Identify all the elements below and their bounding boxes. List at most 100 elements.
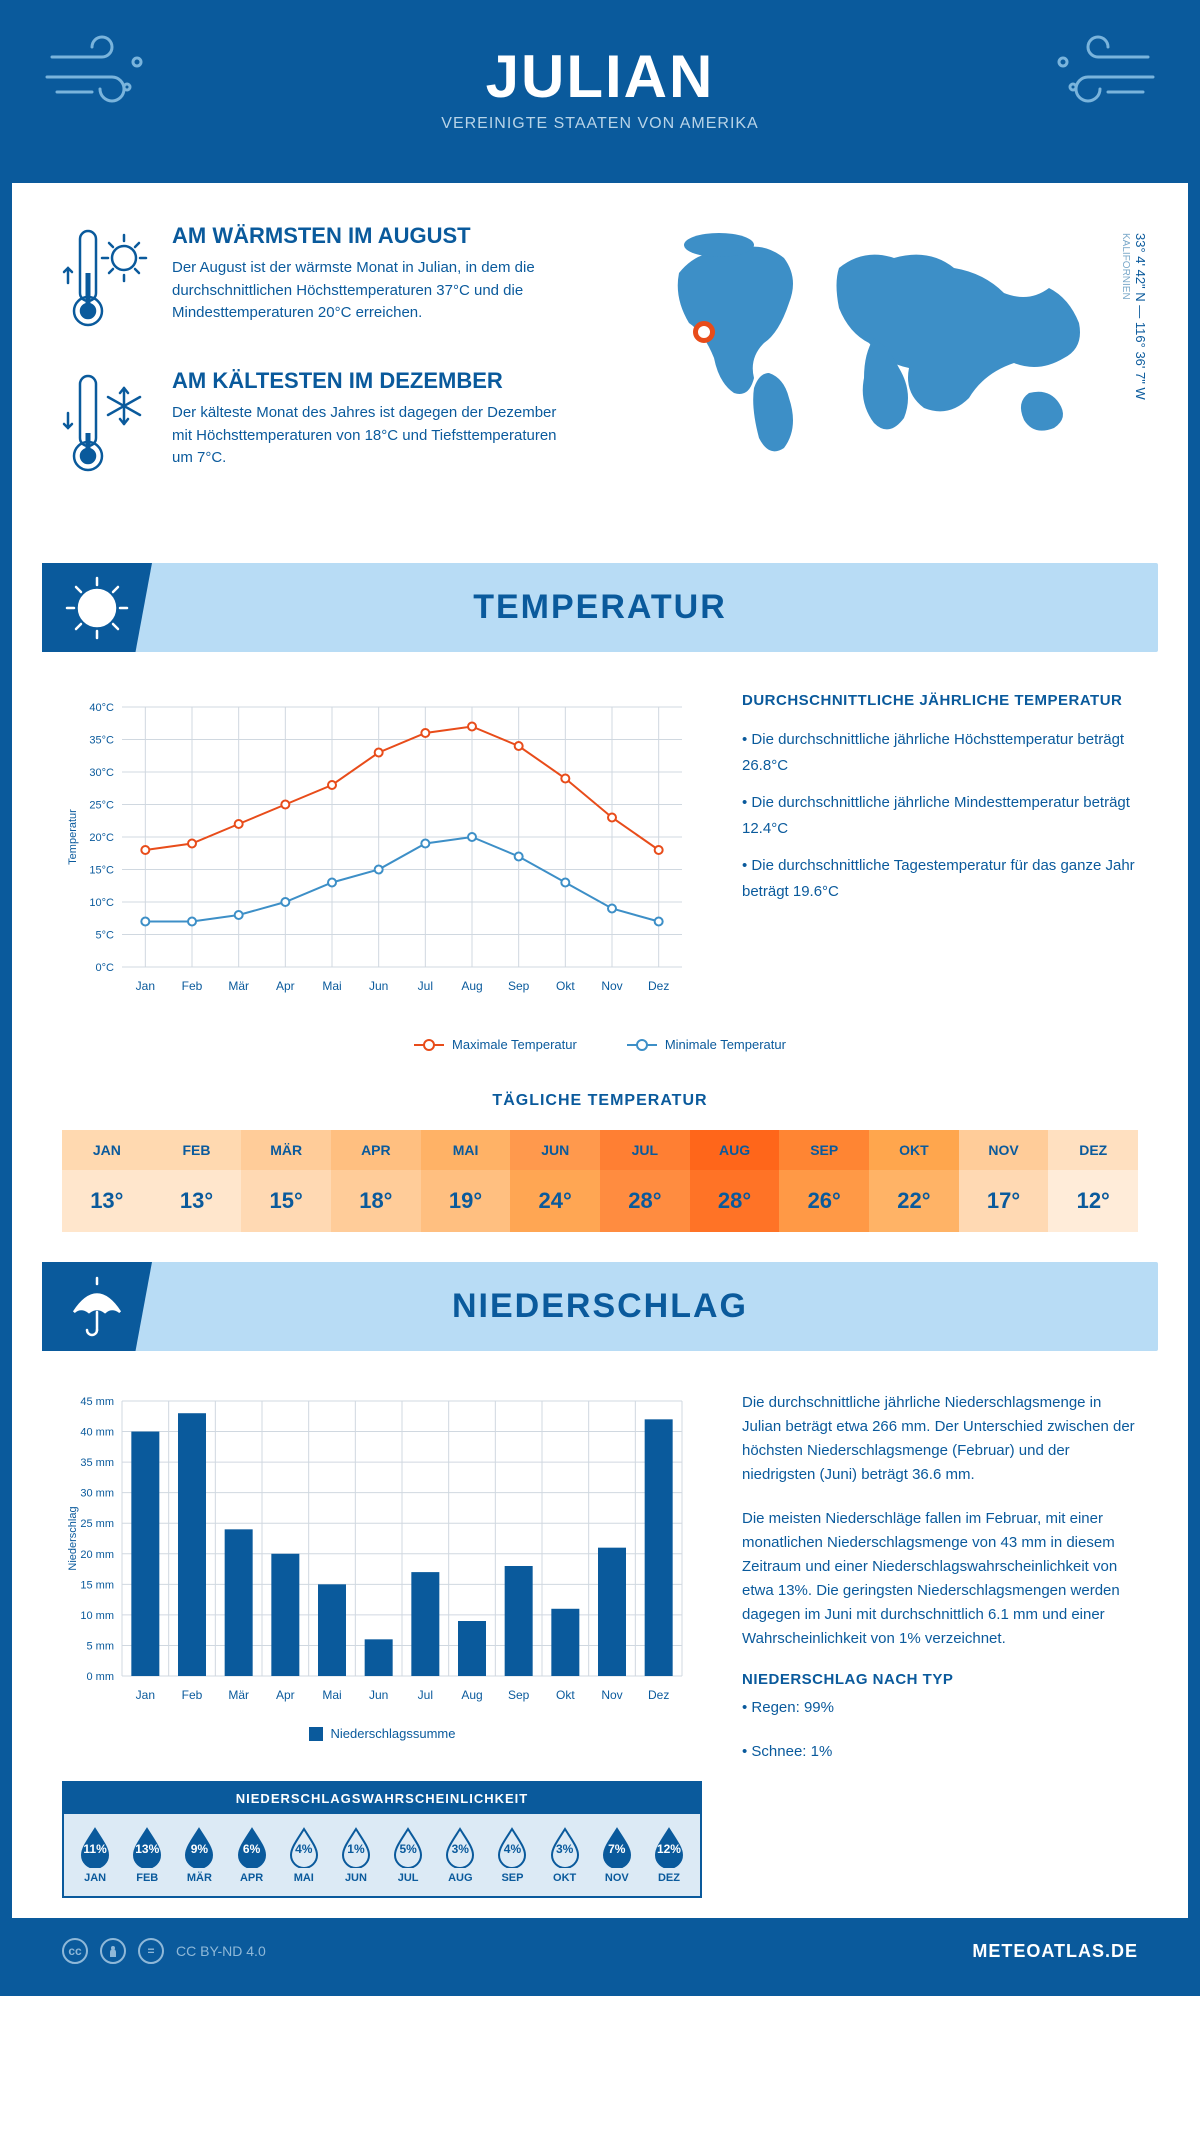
precip-legend: Niederschlagssumme (62, 1716, 702, 1761)
raindrop-icon: 4% (495, 1826, 529, 1868)
precip-type-bullet: • Regen: 99% (742, 1696, 1138, 1720)
svg-text:Sep: Sep (508, 1688, 530, 1702)
svg-text:10 mm: 10 mm (80, 1610, 114, 1622)
probability-title: NIEDERSCHLAGSWAHRSCHEINLICHKEIT (64, 1783, 700, 1814)
precip-section-title: NIEDERSCHLAG (42, 1287, 1158, 1326)
svg-text:Mär: Mär (228, 979, 249, 993)
svg-text:Jun: Jun (369, 979, 388, 993)
precip-para: Die meisten Niederschläge fallen im Febr… (742, 1507, 1138, 1651)
probability-cell: 4% SEP (486, 1826, 538, 1884)
precip-para: Die durchschnittliche jährliche Niedersc… (742, 1391, 1138, 1487)
svg-text:30 mm: 30 mm (80, 1488, 114, 1500)
daily-cell: MÄR 15° (241, 1130, 331, 1232)
svg-text:Aug: Aug (461, 979, 482, 993)
svg-text:25 mm: 25 mm (80, 1518, 114, 1530)
map-column: 33° 4' 42" N — 116° 36' 7" W KALIFORNIEN (620, 223, 1138, 513)
coord-lat: 33° 4' 42" N (1133, 233, 1148, 302)
infographic-page: JULIAN VEREINIGTE STAATEN VON AMERIKA AM… (0, 0, 1200, 1996)
daily-cell: NOV 17° (959, 1130, 1049, 1232)
daily-cell: JAN 13° (62, 1130, 152, 1232)
probability-cell: 13% FEB (121, 1826, 173, 1884)
raindrop-icon: 3% (443, 1826, 477, 1868)
temp-bullet: • Die durchschnittliche jährliche Mindes… (742, 790, 1138, 841)
svg-text:40°C: 40°C (89, 702, 114, 714)
intro-section: AM WÄRMSTEN IM AUGUST Der August ist der… (12, 183, 1188, 543)
nd-icon: = (138, 1938, 164, 1964)
warmest-title: AM WÄRMSTEN IM AUGUST (172, 223, 580, 249)
page-title: JULIAN (62, 42, 1138, 111)
umbrella-icon (42, 1262, 152, 1351)
daily-cell: JUL 28° (600, 1130, 690, 1232)
svg-text:Niederschlag: Niederschlag (67, 1506, 79, 1570)
svg-text:Jan: Jan (136, 979, 155, 993)
svg-text:15°C: 15°C (89, 865, 114, 877)
probability-cell: 4% MAI (278, 1826, 330, 1884)
coldest-block: AM KÄLTESTEN IM DEZEMBER Der kälteste Mo… (62, 368, 580, 483)
raindrop-icon: 1% (339, 1826, 373, 1868)
daily-cell: SEP 26° (779, 1130, 869, 1232)
svg-text:35 mm: 35 mm (80, 1457, 114, 1469)
svg-text:Jan: Jan (136, 1688, 155, 1702)
probability-cell: 3% AUG (434, 1826, 486, 1884)
wind-icon (42, 32, 152, 117)
world-map (620, 223, 1138, 463)
raindrop-icon: 13% (130, 1826, 164, 1868)
svg-text:20°C: 20°C (89, 832, 114, 844)
raindrop-icon: 12% (652, 1826, 686, 1868)
raindrop-icon: 3% (548, 1826, 582, 1868)
cc-icon: cc (62, 1938, 88, 1964)
probability-box: NIEDERSCHLAGSWAHRSCHEINLICHKEIT 11% JAN … (62, 1781, 702, 1898)
svg-text:Feb: Feb (182, 979, 203, 993)
wind-icon (1048, 32, 1158, 117)
temp-bullet: • Die durchschnittliche Tagestemperatur … (742, 853, 1138, 904)
warmest-block: AM WÄRMSTEN IM AUGUST Der August ist der… (62, 223, 580, 338)
legend-label: Maximale Temperatur (452, 1037, 577, 1052)
warmest-text: Der August ist der wärmste Monat in Juli… (172, 257, 580, 325)
svg-text:0 mm: 0 mm (87, 1671, 115, 1683)
daily-temp-title: TÄGLICHE TEMPERATUR (12, 1072, 1188, 1130)
coordinates: 33° 4' 42" N — 116° 36' 7" W KALIFORNIEN (1118, 233, 1148, 400)
probability-cell: 9% MÄR (173, 1826, 225, 1884)
footer: cc = CC BY-ND 4.0 METEOATLAS.DE (12, 1918, 1188, 1984)
raindrop-icon: 9% (182, 1826, 216, 1868)
by-icon (100, 1938, 126, 1964)
svg-text:Okt: Okt (556, 979, 575, 993)
precip-description: Die durchschnittliche jährliche Niedersc… (742, 1391, 1138, 1898)
precip-type-bullet: • Schnee: 1% (742, 1740, 1138, 1764)
probability-cell: 3% OKT (539, 1826, 591, 1884)
precip-row: 0 mm5 mm10 mm15 mm20 mm25 mm30 mm35 mm40… (12, 1351, 1188, 1918)
svg-text:Dez: Dez (648, 979, 669, 993)
coldest-text: Der kälteste Monat des Jahres ist dagege… (172, 402, 580, 470)
svg-text:Apr: Apr (276, 1688, 295, 1702)
coord-lon: 116° 36' 7" W (1133, 322, 1148, 400)
thermometer-cold-icon (62, 368, 152, 483)
precip-bar-chart: 0 mm5 mm10 mm15 mm20 mm25 mm30 mm35 mm40… (62, 1391, 702, 1711)
svg-text:15 mm: 15 mm (80, 1579, 114, 1591)
svg-text:Mai: Mai (322, 979, 341, 993)
probability-cell: 12% DEZ (643, 1826, 695, 1884)
svg-text:0°C: 0°C (96, 962, 115, 974)
probability-cell: 6% APR (226, 1826, 278, 1884)
raindrop-icon: 11% (78, 1826, 112, 1868)
license-text: CC BY-ND 4.0 (176, 1943, 266, 1959)
daily-cell: MAI 19° (421, 1130, 511, 1232)
svg-text:Aug: Aug (461, 1688, 482, 1702)
site-name: METEOATLAS.DE (972, 1941, 1138, 1962)
svg-text:5 mm: 5 mm (87, 1640, 115, 1652)
svg-text:Dez: Dez (648, 1688, 669, 1702)
daily-temp-table: JAN 13° FEB 13° MÄR 15° APR 18° MAI 19° … (62, 1130, 1138, 1232)
temp-section-header: TEMPERATUR (42, 563, 1158, 652)
daily-cell: JUN 24° (510, 1130, 600, 1232)
temp-line-chart: 0°C5°C10°C15°C20°C25°C30°C35°C40°CJanFeb… (62, 692, 702, 1007)
probability-cell: 7% NOV (591, 1826, 643, 1884)
raindrop-icon: 5% (391, 1826, 425, 1868)
intro-text-column: AM WÄRMSTEN IM AUGUST Der August ist der… (62, 223, 580, 513)
svg-text:Nov: Nov (601, 979, 622, 993)
temp-section-title: TEMPERATUR (42, 588, 1158, 627)
precip-section-header: NIEDERSCHLAG (42, 1262, 1158, 1351)
svg-text:40 mm: 40 mm (80, 1427, 114, 1439)
daily-cell: AUG 28° (690, 1130, 780, 1232)
coldest-title: AM KÄLTESTEN IM DEZEMBER (172, 368, 580, 394)
legend-item: Maximale Temperatur (414, 1037, 577, 1052)
svg-text:Sep: Sep (508, 979, 530, 993)
